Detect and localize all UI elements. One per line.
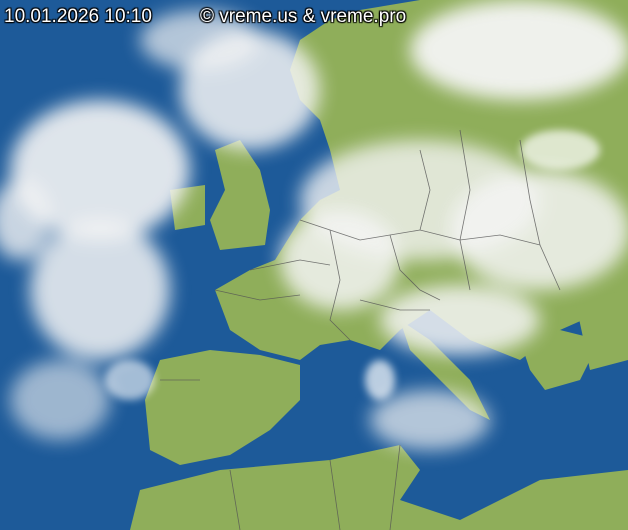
timestamp: 10.01.2026 10:10 (4, 6, 152, 27)
country-borders (160, 129, 561, 530)
small-clouds (105, 130, 600, 400)
clouds (0, 0, 628, 450)
copyright-notice: © vreme.us & vreme.pro (200, 6, 407, 27)
